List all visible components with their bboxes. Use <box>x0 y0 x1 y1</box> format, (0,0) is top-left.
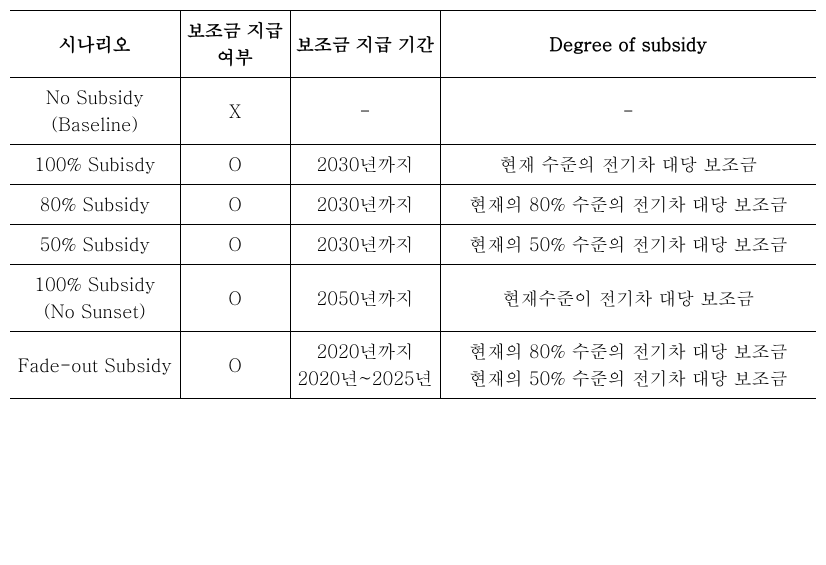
cell-period: 2030년까지 <box>290 145 440 185</box>
cell-scenario: Fade-out Subsidy <box>10 332 180 399</box>
cell-period: 2030년까지 <box>290 225 440 265</box>
cell-provided: O <box>180 145 290 185</box>
cell-scenario: 50% Subsidy <box>10 225 180 265</box>
cell-provided: O <box>180 332 290 399</box>
col-header-period: 보조금 지급 기간 <box>290 11 440 78</box>
cell-provided: O <box>180 265 290 332</box>
cell-degree: 현재의 80% 수준의 전기차 대당 보조금 <box>440 185 816 225</box>
cell-period: 2050년까지 <box>290 265 440 332</box>
col-header-degree: Degree of subsidy <box>440 11 816 78</box>
table-header-row: 시나리오 보조금 지급 여부 보조금 지급 기간 Degree of subsi… <box>10 11 816 78</box>
cell-period: 2030년까지 <box>290 185 440 225</box>
cell-degree: 현재의 80% 수준의 전기차 대당 보조금 현재의 50% 수준의 전기차 대… <box>440 332 816 399</box>
table-row: No Subsidy (Baseline) X - - <box>10 78 816 145</box>
cell-degree: - <box>440 78 816 145</box>
cell-degree: 현재 수준의 전기차 대당 보조금 <box>440 145 816 185</box>
table-row: Fade-out Subsidy O 2020년까지 2020년~2025년 현… <box>10 332 816 399</box>
table-row: 80% Subsidy O 2030년까지 현재의 80% 수준의 전기차 대당… <box>10 185 816 225</box>
cell-scenario: No Subsidy (Baseline) <box>10 78 180 145</box>
col-header-scenario: 시나리오 <box>10 11 180 78</box>
cell-scenario: 100% Subisdy <box>10 145 180 185</box>
table-row: 50% Subsidy O 2030년까지 현재의 50% 수준의 전기차 대당… <box>10 225 816 265</box>
cell-degree: 현재의 50% 수준의 전기차 대당 보조금 <box>440 225 816 265</box>
table-row: 100% Subisdy O 2030년까지 현재 수준의 전기차 대당 보조금 <box>10 145 816 185</box>
subsidy-scenario-table: 시나리오 보조금 지급 여부 보조금 지급 기간 Degree of subsi… <box>10 10 816 399</box>
cell-provided: O <box>180 225 290 265</box>
cell-scenario: 100% Subsidy (No Sunset) <box>10 265 180 332</box>
cell-period: - <box>290 78 440 145</box>
cell-provided: X <box>180 78 290 145</box>
cell-degree: 현재수준이 전기차 대당 보조금 <box>440 265 816 332</box>
cell-scenario: 80% Subsidy <box>10 185 180 225</box>
cell-period: 2020년까지 2020년~2025년 <box>290 332 440 399</box>
cell-provided: O <box>180 185 290 225</box>
table-row: 100% Subsidy (No Sunset) O 2050년까지 현재수준이… <box>10 265 816 332</box>
col-header-provided: 보조금 지급 여부 <box>180 11 290 78</box>
